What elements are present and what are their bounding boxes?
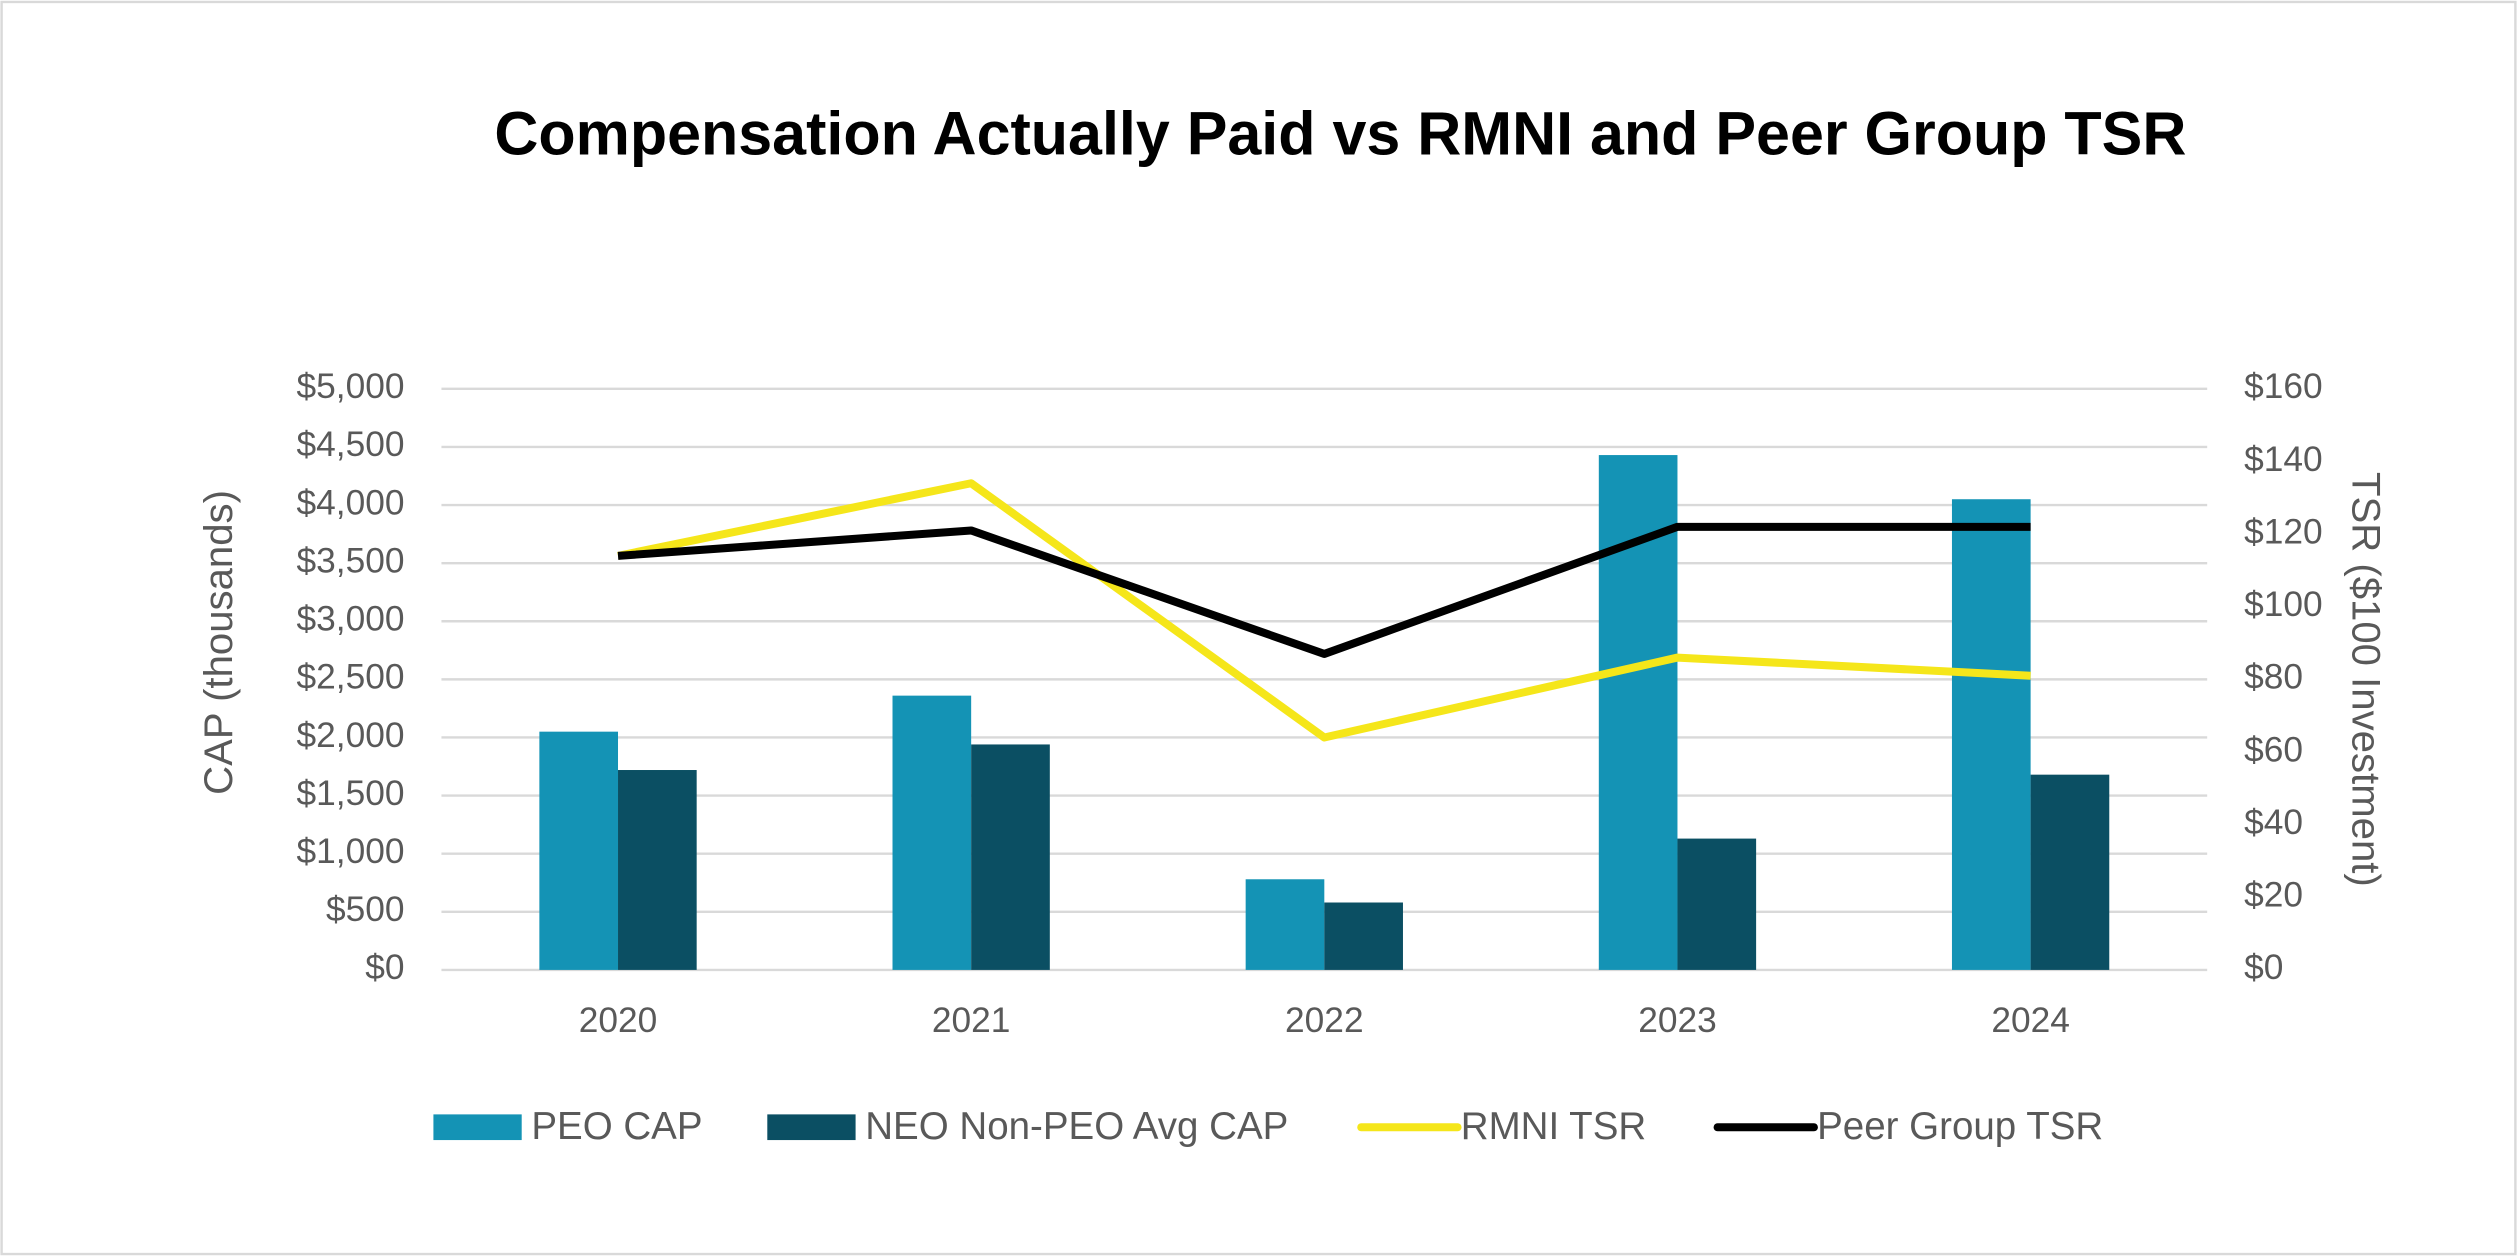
bar xyxy=(1677,838,1757,970)
bar xyxy=(539,731,619,970)
x-tick-label: 2024 xyxy=(1991,1001,2070,1040)
y2-tick-label: $20 xyxy=(2244,876,2303,915)
y2-axis-title: TSR ($100 Investment) xyxy=(2343,472,2388,887)
y2-tick-label: $40 xyxy=(2244,803,2303,842)
y-tick-label: $4,500 xyxy=(297,425,405,464)
bar xyxy=(892,695,972,970)
y2-tick-label: $140 xyxy=(2244,440,2323,479)
bar xyxy=(1324,902,1403,970)
y2-tick-label: $0 xyxy=(2244,948,2283,987)
line xyxy=(617,522,2031,658)
y-tick-label: $5,000 xyxy=(297,367,405,406)
y-axis-title: CAP (thousands) xyxy=(196,490,241,795)
chart-title: Compensation Actually Paid vs RMNI and P… xyxy=(494,100,2186,168)
x-tick-label: 2022 xyxy=(1285,1001,1364,1040)
y-tick-label: $1,000 xyxy=(297,832,405,871)
bar xyxy=(618,770,697,970)
legend-swatch xyxy=(433,1114,522,1141)
legend-label: RMNI TSR xyxy=(1461,1105,1646,1148)
y-tick-label: $2,000 xyxy=(297,716,405,755)
y-tick-label: $3,500 xyxy=(297,541,405,580)
legend-swatch xyxy=(767,1114,856,1141)
x-tick-label: 2020 xyxy=(579,1001,658,1040)
x-tick-label: 2023 xyxy=(1638,1001,1717,1040)
y-tick-label: $3,000 xyxy=(297,600,405,639)
y2-tick-label: $60 xyxy=(2244,730,2303,769)
line xyxy=(617,479,2031,742)
bar xyxy=(1951,499,2031,970)
legend-label: NEO Non-PEO Avg CAP xyxy=(865,1105,1288,1148)
y2-tick-label: $80 xyxy=(2244,658,2303,697)
bar xyxy=(971,744,1050,970)
y-tick-label: $0 xyxy=(365,948,404,987)
y2-tick-label: $160 xyxy=(2244,367,2323,406)
y-tick-label: $500 xyxy=(326,890,405,929)
y-tick-label: $4,000 xyxy=(297,483,405,522)
y-tick-label: $1,500 xyxy=(297,774,405,813)
x-tick-label: 2021 xyxy=(932,1001,1011,1040)
y2-tick-label: $120 xyxy=(2244,512,2323,551)
legend-label: PEO CAP xyxy=(531,1105,702,1148)
y-tick-label: $2,500 xyxy=(297,658,405,697)
legend-label: Peer Group TSR xyxy=(1817,1105,2103,1148)
bar xyxy=(1245,879,1325,970)
bar xyxy=(2030,774,2110,970)
y2-tick-label: $100 xyxy=(2244,585,2323,624)
